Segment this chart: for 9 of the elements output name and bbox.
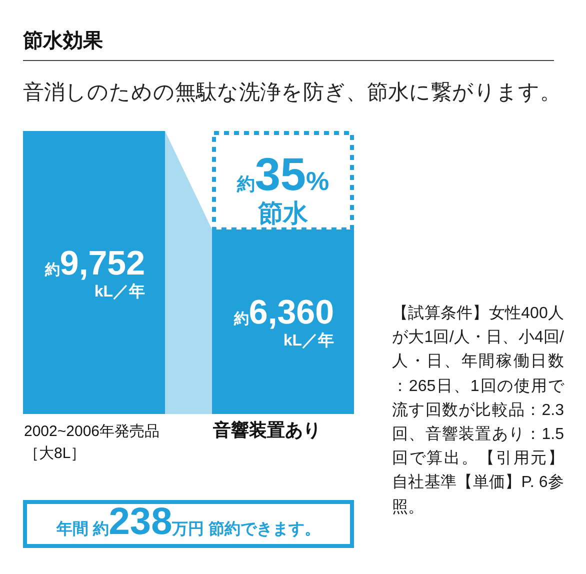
chart-subtitle: 音消しのための無駄な洗浄を防ぎ、節水に繋がります。: [23, 81, 561, 104]
text: 年間 約238万円 節約できます。: [55, 501, 321, 543]
x-tick-label: 2002~2006年発売品［大8L］: [24, 423, 160, 462]
data-label: 約6,360 kL／年: [232, 294, 334, 350]
annotation: 約35%節水: [236, 148, 330, 228]
data-label: 約9,752 kL／年: [44, 244, 145, 300]
text: 【試算条件】女性400人が大1回/人・日、小4回/人・日、年間稼働日数：265日、1回の使用で流す回数が比較品：2.3回、音響装置あり：1.5回で算出。【引用元】自社基準【単価】P. 6参照。: [392, 305, 564, 516]
x-tick-label: 音響装置あり: [212, 420, 321, 440]
chart-title: 節水効果: [22, 29, 104, 52]
